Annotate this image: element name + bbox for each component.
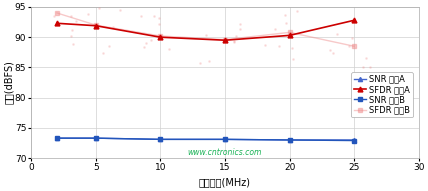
Point — [326, 48, 333, 51]
SFDR 通道A — [93, 25, 98, 27]
Line: SFDR 通道B: SFDR 通道B — [55, 11, 357, 49]
Line: SNR 通道B: SNR 通道B — [55, 136, 356, 143]
X-axis label: 輸入頻率(MHz): 輸入頻率(MHz) — [199, 177, 251, 188]
SNR 通道B — [93, 137, 98, 139]
SFDR 通道A — [158, 36, 163, 38]
Point — [359, 65, 366, 68]
Point — [166, 47, 172, 50]
Point — [362, 57, 369, 60]
SNR 通道A — [158, 138, 163, 141]
Point — [72, 19, 79, 22]
Point — [283, 21, 290, 24]
Y-axis label: 幅値(dBFS): 幅値(dBFS) — [3, 61, 13, 104]
Point — [155, 22, 162, 25]
Point — [67, 15, 74, 18]
Legend: SNR 通道A, SFDR 通道A, SNR 通道B, SFDR 通道B: SNR 通道A, SFDR 通道A, SNR 通道B, SFDR 通道B — [351, 72, 413, 117]
SFDR 通道B — [158, 35, 163, 37]
Point — [143, 41, 150, 44]
SFDR 通道A — [223, 39, 228, 41]
SNR 通道A — [352, 139, 357, 141]
SNR 通道A — [54, 137, 59, 139]
Point — [117, 9, 124, 12]
Text: www.cntronics.com: www.cntronics.com — [188, 148, 262, 157]
Point — [150, 14, 157, 17]
SNR 通道A — [287, 139, 292, 141]
Point — [70, 42, 77, 45]
Point — [289, 47, 296, 50]
Point — [196, 61, 203, 64]
Point — [232, 34, 239, 37]
Point — [271, 27, 278, 30]
SFDR 通道B — [93, 24, 98, 26]
Point — [85, 13, 92, 16]
Point — [349, 37, 356, 40]
Point — [231, 40, 238, 44]
SFDR 通道A — [54, 22, 59, 24]
Point — [282, 14, 288, 17]
Point — [276, 44, 283, 47]
SNR 通道B — [352, 139, 357, 142]
Point — [346, 45, 353, 48]
Line: SFDR 通道A: SFDR 通道A — [55, 18, 357, 43]
Point — [330, 52, 336, 55]
Point — [148, 38, 155, 41]
Point — [230, 40, 237, 43]
Point — [109, 26, 116, 29]
Point — [367, 66, 374, 69]
SNR 通道B — [158, 138, 163, 141]
Point — [106, 45, 113, 48]
Point — [51, 15, 57, 18]
Point — [206, 60, 213, 63]
Point — [203, 34, 210, 37]
SFDR 通道A — [287, 34, 292, 36]
SNR 通道B — [54, 137, 59, 139]
Point — [138, 14, 145, 17]
SNR 通道B — [287, 139, 292, 141]
Point — [99, 51, 106, 54]
SNR 通道A — [223, 138, 228, 141]
Point — [68, 28, 75, 31]
Point — [95, 7, 102, 10]
SNR 通道A — [93, 137, 98, 139]
Point — [236, 22, 243, 25]
SFDR 通道B — [287, 31, 292, 33]
Point — [289, 57, 296, 61]
SFDR 通道B — [223, 38, 228, 41]
Point — [33, 3, 39, 6]
SFDR 通道B — [352, 45, 357, 47]
Point — [156, 16, 163, 19]
Line: SNR 通道A: SNR 通道A — [55, 136, 356, 142]
SNR 通道B — [223, 138, 228, 141]
Point — [293, 10, 300, 13]
Point — [333, 33, 340, 36]
Point — [236, 28, 243, 31]
Point — [68, 34, 74, 37]
SFDR 通道B — [54, 12, 59, 14]
Point — [141, 46, 148, 49]
SFDR 通道A — [352, 19, 357, 21]
Point — [262, 43, 269, 46]
